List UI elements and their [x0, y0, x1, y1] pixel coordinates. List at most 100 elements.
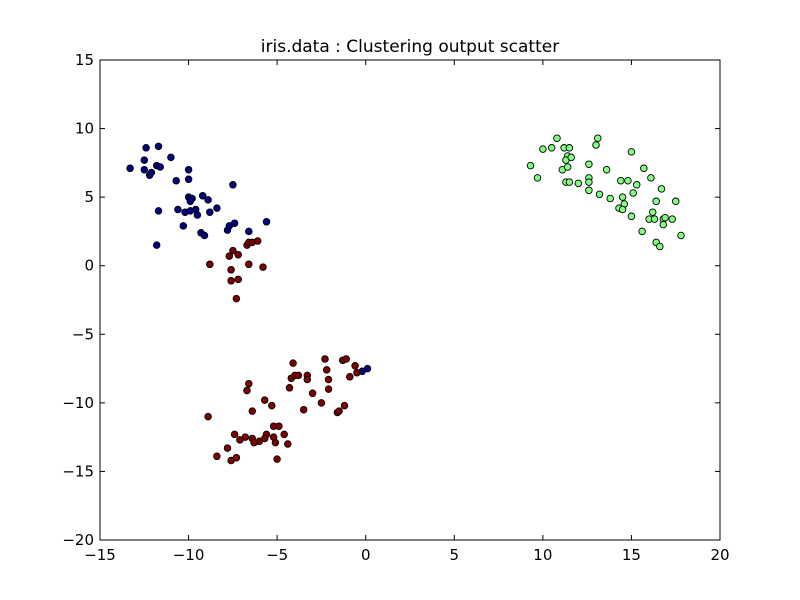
- series-3-point: [640, 164, 648, 173]
- y-tick-label: −15: [62, 462, 94, 480]
- series-2-point: [213, 452, 221, 461]
- series-3-point: [574, 179, 583, 188]
- series-2-point: [230, 430, 239, 439]
- series-2-point: [229, 246, 237, 255]
- series-2-point: [324, 375, 333, 384]
- x-tick-label: 10: [533, 546, 552, 564]
- series-1-point: [126, 164, 134, 173]
- y-tick-label: −5: [72, 325, 94, 343]
- series-2-point: [245, 260, 253, 269]
- x-tick-label: −5: [266, 546, 288, 564]
- series-2-point: [225, 252, 234, 260]
- series-2-point: [303, 375, 312, 384]
- series-1-point: [184, 175, 193, 184]
- series-2-point: [275, 422, 283, 430]
- series-2-point: [253, 237, 262, 245]
- series-2-point: [234, 275, 242, 284]
- y-tick-label: 0: [84, 257, 94, 275]
- series-1-point: [229, 181, 237, 189]
- series-3-point: [526, 161, 535, 170]
- x-tick-label: 0: [361, 546, 371, 564]
- series-3-point: [618, 205, 627, 214]
- series-2-point: [351, 362, 359, 370]
- y-tick-label: 15: [75, 51, 94, 69]
- series-2-point: [260, 396, 269, 404]
- series-2-point: [204, 412, 212, 421]
- series-3-point: [671, 197, 680, 206]
- y-tick-label: −10: [62, 394, 94, 412]
- series-3-point: [563, 163, 572, 171]
- series-2-point: [243, 386, 251, 395]
- series-1-point: [174, 205, 182, 214]
- series-2-point: [273, 455, 281, 463]
- series-2-point: [259, 263, 267, 271]
- series-3-point: [647, 174, 655, 182]
- series-2-point: [321, 355, 329, 363]
- series-1-point: [262, 218, 271, 226]
- series-1-point: [200, 231, 209, 240]
- series-3-point: [650, 215, 659, 223]
- series-3-point: [547, 144, 556, 152]
- series-2-point: [227, 277, 235, 285]
- series-1-point: [140, 165, 149, 174]
- series-2-point: [232, 294, 241, 303]
- series-1-point: [193, 211, 202, 219]
- series-3-point: [617, 176, 625, 185]
- series-3-point: [592, 141, 600, 149]
- series-2-point: [317, 399, 326, 407]
- series-2-point: [340, 401, 349, 410]
- series-1-point: [172, 176, 180, 185]
- series-2-point: [322, 366, 331, 374]
- series-3-point: [539, 145, 547, 153]
- x-tick-label: −10: [173, 546, 205, 564]
- series-2-point: [335, 407, 343, 415]
- series-3-point: [585, 186, 593, 195]
- series-3-point: [595, 190, 604, 199]
- series-1-point: [204, 196, 212, 204]
- series-3-point: [602, 165, 611, 174]
- series-3-point: [629, 189, 637, 197]
- series-3-point: [567, 153, 575, 162]
- series-3-point: [638, 227, 646, 236]
- series-2-point: [353, 368, 361, 377]
- series-1-point: [145, 171, 154, 179]
- series-1-point: [156, 163, 164, 171]
- points-layer: [126, 134, 685, 465]
- series-2-point: [280, 430, 288, 439]
- series-2-point: [285, 384, 294, 392]
- series-3-point: [553, 134, 561, 142]
- series-2-point: [268, 401, 276, 410]
- series-3-point: [565, 178, 574, 186]
- series-1-point: [152, 241, 161, 249]
- x-tick-label: 20: [710, 546, 729, 564]
- series-2-point: [227, 266, 235, 274]
- series-3-point: [661, 213, 669, 222]
- series-2-point: [250, 438, 258, 447]
- series-1-point: [184, 165, 193, 174]
- series-2-point: [248, 407, 257, 415]
- y-tick-label: 10: [75, 120, 94, 138]
- series-1-point: [206, 208, 214, 216]
- series-1-point: [154, 142, 163, 151]
- series-2-point: [232, 453, 241, 462]
- series-1-point: [179, 222, 188, 230]
- series-3-point: [594, 134, 602, 142]
- series-3-point: [677, 231, 685, 240]
- series-1-point: [198, 192, 207, 200]
- series-3-point: [657, 185, 666, 193]
- series-2-point: [324, 385, 333, 393]
- series-1-point: [245, 227, 253, 236]
- series-2-point: [294, 371, 303, 380]
- series-3-point: [652, 197, 660, 206]
- series-2-point: [245, 379, 253, 388]
- x-tick-label: −15: [84, 546, 116, 564]
- series-3-point: [585, 178, 593, 186]
- series-1-point: [213, 204, 221, 212]
- series-3-point: [648, 208, 657, 216]
- series-2-point: [234, 250, 242, 259]
- series-2-point: [236, 436, 244, 444]
- series-3-point: [659, 220, 668, 229]
- series-3-point: [624, 176, 632, 185]
- series-3-point: [632, 181, 641, 189]
